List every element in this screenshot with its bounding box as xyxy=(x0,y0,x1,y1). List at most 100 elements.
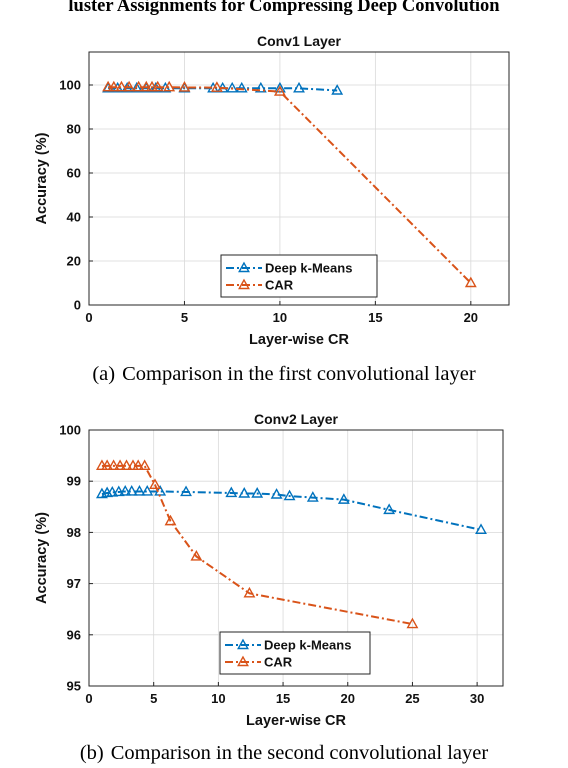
axes-box xyxy=(88,51,510,306)
chart-conv1: 0 5 10 15 20 0 20 40 60 80 100 Conv1 Layer Layer-wis… xyxy=(34,33,510,348)
series-line xyxy=(101,490,482,531)
series-line xyxy=(101,464,413,626)
data-point-marker xyxy=(112,485,125,497)
legend-box xyxy=(219,631,371,675)
data-point-marker xyxy=(106,486,119,497)
data-point-marker xyxy=(273,85,286,96)
y-tick-label: 97 xyxy=(67,576,81,591)
data-point-marker xyxy=(210,81,223,92)
data-point-marker xyxy=(226,81,239,93)
y-axis-label: Accuracy (%) xyxy=(34,512,50,604)
x-tick-label: 25 xyxy=(405,691,419,706)
data-point-marker xyxy=(132,459,145,471)
y-tick-label: 96 xyxy=(67,627,81,642)
x-tick-label: 10 xyxy=(211,691,225,706)
chart-conv2: 0 5 10 15 20 25 30 95 96 97 98 99 100 Conv2 Layer Laye… xyxy=(34,411,504,729)
data-point-marker xyxy=(251,487,264,498)
data-point-marker xyxy=(107,80,120,92)
y-tick-label: 0 xyxy=(74,298,81,313)
data-point-marker xyxy=(383,503,396,515)
y-tick-label: 95 xyxy=(67,679,81,694)
figure-caption-b: (b) Comparison in the second convolutiona… xyxy=(0,742,568,765)
series-line xyxy=(108,86,472,284)
x-tick-label: 10 xyxy=(273,310,287,325)
x-tick-label: 5 xyxy=(150,691,157,706)
y-tick-label: 99 xyxy=(67,474,81,489)
data-point-marker xyxy=(406,617,419,629)
data-point-marker xyxy=(180,485,192,497)
data-point-marker xyxy=(125,485,138,496)
data-point-marker xyxy=(138,459,151,471)
y-tick-label: 60 xyxy=(67,166,81,181)
y-tick-label: 100 xyxy=(59,423,81,438)
data-point-marker xyxy=(132,80,145,92)
data-point-marker xyxy=(114,459,126,471)
axes-box xyxy=(88,429,504,687)
y-tick-label: 80 xyxy=(67,122,81,137)
chart-title: Conv2 Layer xyxy=(254,411,339,427)
data-point-marker xyxy=(178,80,191,92)
y-tick-label: 40 xyxy=(67,210,81,225)
data-point-marker xyxy=(120,459,133,471)
caption-label: (a) xyxy=(92,363,116,385)
figure-caption-a: (a) Comparison in the first convolutional… xyxy=(0,363,568,386)
data-point-marker xyxy=(306,491,319,502)
data-point-marker xyxy=(149,478,161,489)
data-point-marker xyxy=(337,493,350,504)
legend-label: CAR xyxy=(265,278,294,293)
x-tick-label: 5 xyxy=(181,310,188,325)
page-header-title: luster Assignments for Compressing Deep … xyxy=(68,0,500,16)
data-point-marker xyxy=(270,488,283,499)
x-tick-label: 20 xyxy=(341,691,355,706)
data-point-marker xyxy=(243,586,256,598)
caption-text: Comparison in the second convolutional l… xyxy=(110,742,489,764)
y-tick-label: 20 xyxy=(67,254,81,269)
data-point-marker xyxy=(464,276,477,288)
x-axis-label: Layer-wise CR xyxy=(246,713,346,729)
x-tick-label: 15 xyxy=(276,691,290,706)
legend-label: CAR xyxy=(264,655,293,670)
legend-label: Deep k-Means xyxy=(265,261,352,276)
x-tick-label: 20 xyxy=(464,310,478,325)
data-point-marker xyxy=(133,485,146,496)
y-tick-label: 98 xyxy=(67,525,81,540)
legend-marker xyxy=(237,655,249,667)
legend-marker xyxy=(238,261,250,273)
data-point-marker xyxy=(151,80,164,92)
data-point-marker xyxy=(254,81,267,93)
data-point-marker xyxy=(283,489,296,501)
data-point-marker xyxy=(163,80,176,92)
x-axis-label: Layer-wise CR xyxy=(249,332,349,348)
data-point-marker xyxy=(238,487,251,498)
chart-title: Conv1 Layer xyxy=(257,33,342,49)
y-axis-label: Accuracy (%) xyxy=(34,132,50,224)
data-point-marker xyxy=(123,80,136,92)
data-point-marker xyxy=(190,550,203,561)
caption-text: Comparison in the first convolutional la… xyxy=(122,363,476,385)
data-point-marker xyxy=(115,80,128,92)
x-tick-label: 15 xyxy=(368,310,382,325)
data-point-marker xyxy=(141,485,154,496)
data-point-marker xyxy=(101,459,114,471)
data-point-marker xyxy=(119,485,132,496)
data-point-marker xyxy=(235,81,248,93)
y-tick-label: 100 xyxy=(59,78,81,93)
legend-box xyxy=(220,254,378,298)
data-point-marker xyxy=(146,80,158,92)
data-point-marker xyxy=(140,80,153,92)
caption-label: (b) xyxy=(79,742,104,764)
data-point-marker xyxy=(102,80,115,92)
data-point-marker xyxy=(293,81,305,93)
x-tick-label: 0 xyxy=(85,691,92,706)
legend-marker xyxy=(238,278,250,290)
x-tick-label: 30 xyxy=(470,691,484,706)
data-point-marker xyxy=(164,514,177,526)
data-point-marker xyxy=(331,84,344,95)
data-point-marker xyxy=(130,81,143,93)
data-point-marker xyxy=(475,523,487,535)
data-point-marker xyxy=(107,459,120,471)
data-point-marker xyxy=(225,486,238,498)
legend-marker xyxy=(237,638,249,650)
legend-label: Deep k-Means xyxy=(264,638,351,653)
x-tick-label: 0 xyxy=(85,310,92,325)
